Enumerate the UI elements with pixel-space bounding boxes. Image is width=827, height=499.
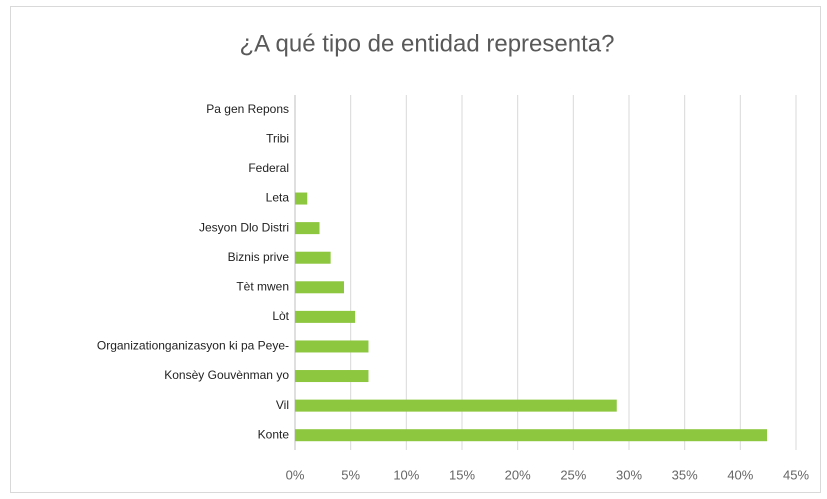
x-tick-label: 20% [505, 467, 531, 482]
y-tick-label: Lòt [272, 309, 289, 323]
x-tick-label: 30% [616, 467, 642, 482]
bar [295, 399, 617, 412]
chart-title: ¿A qué tipo de entidad representa? [240, 30, 615, 57]
x-tick-label: 35% [672, 467, 698, 482]
bar [295, 310, 356, 323]
y-tick-label: Konte [258, 427, 290, 441]
chart-border [10, 6, 821, 493]
bar [295, 192, 308, 205]
y-tick-label: Vil [276, 398, 289, 412]
bar [295, 429, 768, 442]
x-tick-label: 0% [286, 467, 305, 482]
y-tick-label: Pa gen Repons [206, 102, 289, 116]
bar [295, 370, 369, 383]
x-tick-label: 15% [449, 467, 475, 482]
y-tick-label: Jesyon Dlo Distri [199, 220, 289, 234]
x-tick-label: 5% [341, 467, 360, 482]
y-tick-label: Tèt mwen [236, 279, 289, 293]
x-tick-label: 25% [560, 467, 586, 482]
x-tick-label: 45% [783, 467, 809, 482]
x-tick-label: 40% [727, 467, 753, 482]
x-tick-label: 10% [393, 467, 419, 482]
bar [295, 251, 331, 264]
y-tick-label: Organizationganizasyon ki pa Peye- [97, 339, 289, 353]
y-tick-label: Leta [266, 191, 290, 205]
y-tick-label: Tribi [266, 132, 289, 146]
bar [295, 222, 320, 235]
y-tick-label: Konsèy Gouvènman yo [164, 368, 289, 382]
y-tick-label: Biznis prive [228, 250, 290, 264]
bar [295, 281, 344, 294]
bar [295, 340, 369, 353]
y-tick-label: Federal [248, 161, 289, 175]
